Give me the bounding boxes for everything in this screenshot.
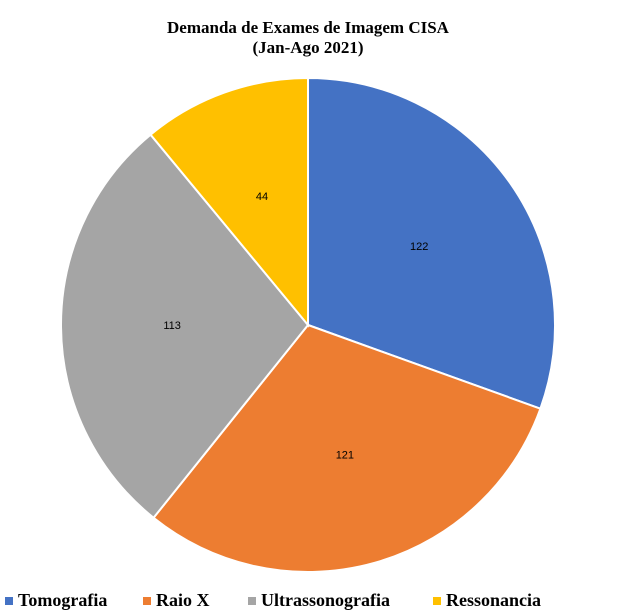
data-label: 122 bbox=[410, 241, 428, 253]
legend-label: Tomografia bbox=[18, 590, 107, 610]
data-label: 121 bbox=[336, 450, 354, 462]
legend-label: Raio X bbox=[156, 590, 210, 610]
pie-slice bbox=[152, 323, 542, 573]
legend-swatch bbox=[5, 597, 13, 605]
pie-slice bbox=[60, 133, 310, 520]
legend-swatch bbox=[433, 597, 441, 605]
chart-subtitle: (Jan-Ago 2021) bbox=[253, 38, 364, 57]
pie-slice bbox=[149, 76, 309, 328]
legend-label: Ultrassonografia bbox=[261, 590, 390, 610]
data-label: 44 bbox=[256, 191, 268, 203]
chart-title: Demanda de Exames de Imagem CISA bbox=[167, 18, 450, 37]
legend-swatch bbox=[143, 597, 151, 605]
legend-label: Ressonancia bbox=[446, 590, 541, 610]
pie-slice bbox=[307, 76, 556, 410]
legend-swatch bbox=[248, 597, 256, 605]
data-label: 113 bbox=[163, 320, 181, 332]
